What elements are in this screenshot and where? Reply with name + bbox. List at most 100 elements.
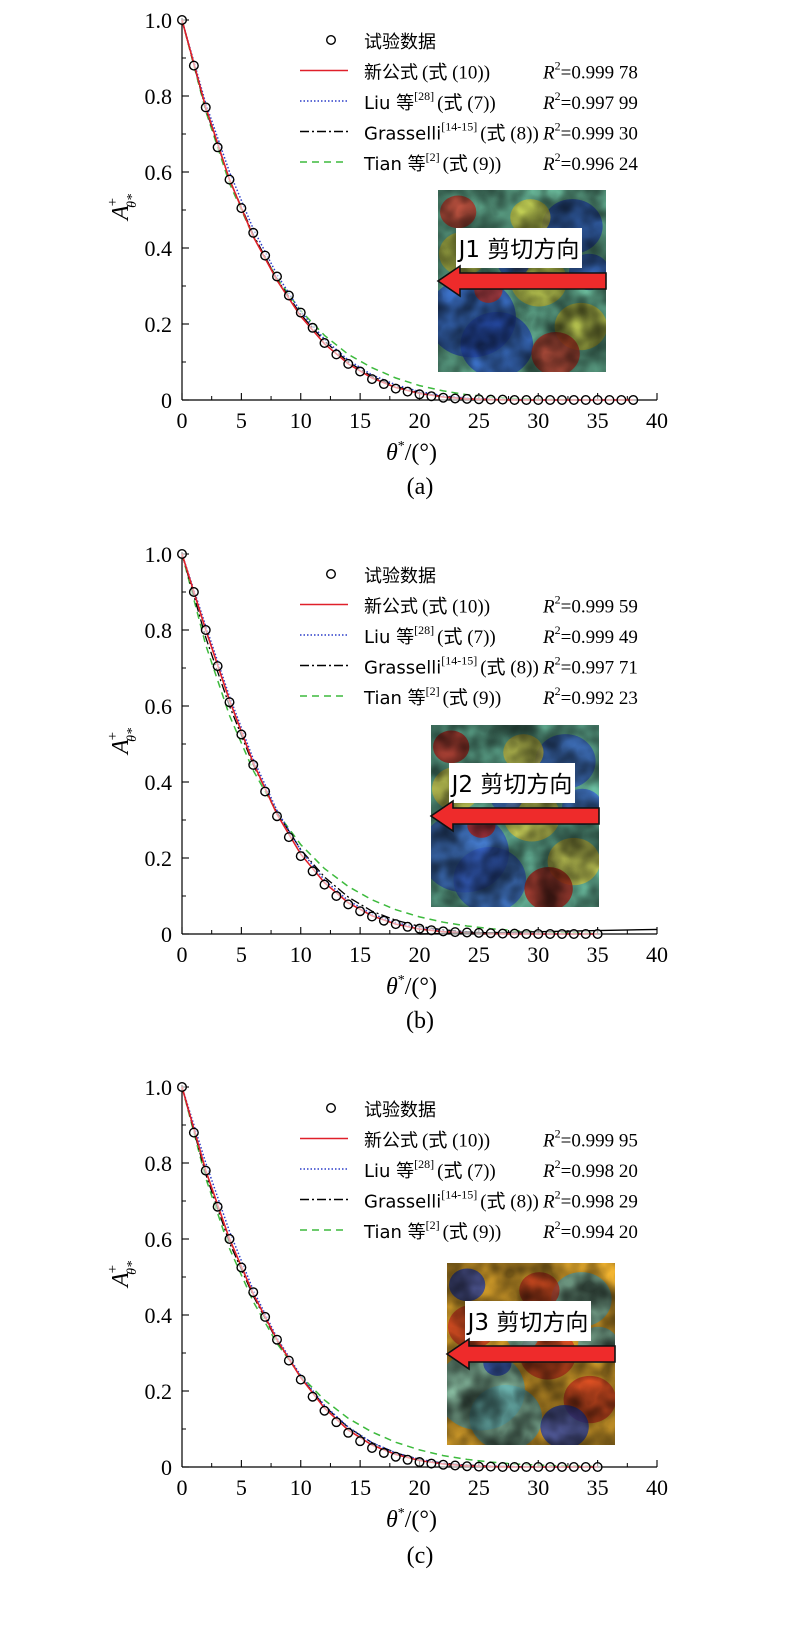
x-tick-label: 0 [177, 408, 188, 433]
experimental-point [462, 927, 473, 938]
experimental-point [355, 366, 366, 377]
experimental-point [497, 1461, 508, 1472]
legend-r2-value: R2=0.999 95 [542, 1127, 638, 1152]
experimental-point [378, 915, 389, 926]
experimental-point [545, 395, 556, 406]
experimental-point [248, 227, 259, 238]
experimental-point [450, 1460, 461, 1471]
experimental-point [450, 393, 461, 404]
experimental-point [628, 395, 639, 406]
experimental-point [497, 394, 508, 405]
x-tick-label: 5 [236, 942, 247, 967]
experimental-point [438, 926, 449, 937]
experimental-point [390, 383, 401, 394]
experimental-point [402, 921, 413, 932]
experimental-point [592, 1461, 603, 1472]
experimental-point [378, 1447, 389, 1458]
shear-direction-arrow [429, 799, 600, 833]
experimental-point [533, 395, 544, 406]
experimental-point [188, 60, 199, 71]
x-tick-label: 15 [349, 942, 371, 967]
experimental-point [473, 927, 484, 938]
legend-entry-label: Liu 等[28] (式 (7)) [364, 1157, 496, 1182]
experimental-point [450, 927, 461, 938]
legend-marker-circle [326, 1102, 337, 1113]
legend-entry-label: Grasselli[14-15] (式 (8)) [364, 654, 539, 679]
experimental-point [343, 358, 354, 369]
experimental-point [509, 928, 520, 939]
experimental-point [224, 174, 235, 185]
legend-entry-label: Grasselli[14-15] (式 (8)) [364, 120, 539, 145]
legend-r2-value: R2=0.999 30 [542, 120, 638, 145]
experimental-point [236, 203, 247, 214]
legend-r2-value: R2=0.999 78 [542, 59, 638, 84]
experimental-point [521, 395, 532, 406]
y-tick-label: 1.0 [145, 8, 173, 33]
experimental-point [319, 1405, 330, 1416]
legend-entry-label: Liu 等[28] (式 (7)) [364, 89, 496, 114]
inset-label-box [449, 763, 575, 803]
experimental-point [367, 911, 378, 922]
inset-label-box [465, 1301, 591, 1341]
experimental-point [212, 661, 223, 672]
x-axis-label: θ*/(°) [386, 973, 437, 1000]
legend-r2-value: R2=0.998 20 [542, 1157, 638, 1182]
inset-label: J2 剪切方向 [450, 772, 573, 798]
x-tick-label: 20 [409, 408, 431, 433]
legend-entry-label: Tian 等[2] (式 (9)) [363, 150, 501, 175]
experimental-point [224, 1233, 235, 1244]
experimental-point [485, 928, 496, 939]
experimental-point [200, 625, 211, 636]
experimental-point [509, 1461, 520, 1472]
legend-r2-value: R2=0.999 59 [542, 593, 638, 618]
experimental-point [307, 866, 318, 877]
experimental-point [248, 759, 259, 770]
x-tick-label: 30 [527, 408, 549, 433]
experimental-point [497, 928, 508, 939]
y-tick-label: 0 [161, 388, 172, 413]
x-tick-label: 5 [236, 1475, 247, 1500]
x-tick-label: 30 [527, 1475, 549, 1500]
experimental-point [307, 322, 318, 333]
x-tick-label: 40 [646, 408, 668, 433]
inset-map: J2 剪切方向 [429, 725, 600, 907]
x-tick-label: 0 [177, 1475, 188, 1500]
experimental-point [343, 1427, 354, 1438]
legend-r2-value: R2=0.996 24 [542, 150, 638, 175]
experimental-point [236, 729, 247, 740]
experimental-point [200, 102, 211, 113]
legend-entry-label: 新公式 (式 (10)) [364, 596, 490, 618]
legend-r2-value: R2=0.999 49 [542, 623, 638, 648]
x-tick-label: 35 [587, 408, 609, 433]
y-tick-label: 0.6 [145, 694, 173, 719]
y-tick-label: 0.2 [145, 312, 173, 337]
panel-label: (c) [407, 1543, 434, 1569]
experimental-point [426, 1458, 437, 1469]
legend-entry-label: 新公式 (式 (10)) [364, 1130, 490, 1152]
experimental-point [509, 395, 520, 406]
experimental-point [426, 391, 437, 402]
chart-panel-2: 0 5 10 15 20 25 30 35 40 0 0.2 0.4 0.6 0.8 1.0 θ*/(°) A+… [105, 542, 668, 1034]
experimental-point [188, 1127, 199, 1138]
experimental-point [557, 929, 568, 940]
experimental-point [260, 1311, 271, 1322]
y-tick-label: 0.4 [145, 770, 173, 795]
experimental-point [355, 1436, 366, 1447]
experimental-point [367, 1442, 378, 1453]
legend-entry-label: Liu 等[28] (式 (7)) [364, 623, 496, 648]
y-axis-label: A+ θ* [105, 194, 140, 222]
experimental-point [188, 587, 199, 598]
experimental-point [557, 395, 568, 406]
experimental-point [272, 271, 283, 282]
experimental-point [402, 1454, 413, 1465]
experimental-point [462, 393, 473, 404]
experimental-point [568, 929, 579, 940]
legend-entry-label: 新公式 (式 (10)) [364, 62, 490, 84]
chart-panel-3: 0 5 10 15 20 25 30 35 40 0 0.2 0.4 0.6 0.8 1.0 θ*/(°) A+… [105, 1075, 668, 1569]
experimental-point [272, 811, 283, 822]
experimental-point [485, 1461, 496, 1472]
legend-r2-value: R2=0.992 23 [542, 684, 638, 709]
